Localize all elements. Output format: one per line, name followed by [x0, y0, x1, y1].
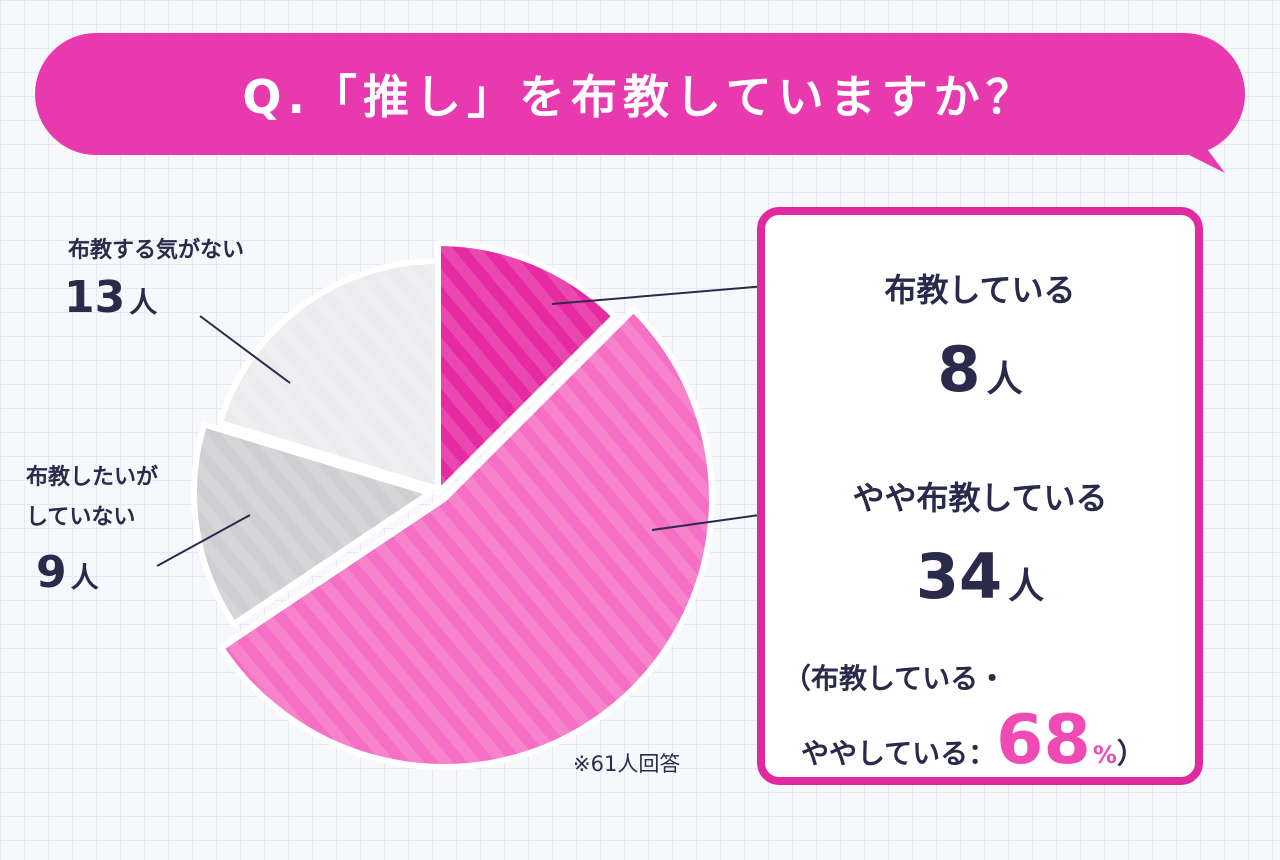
slice-want-stripes — [193, 424, 430, 625]
slice-doing-stripes — [438, 243, 615, 493]
label-want-line2: していない — [26, 505, 136, 530]
leader-line-never — [199, 315, 291, 384]
leader-line-want — [156, 514, 251, 567]
label-somewhat: やや布教している — [852, 479, 1108, 517]
question-banner: Q.「推し」を布教していますか？ — [35, 33, 1245, 173]
summary-line2: ややしている：68%） — [801, 701, 1145, 780]
label-want-line1: 布教したいが — [26, 465, 159, 490]
summary-line1: （布教している・ — [783, 662, 1007, 695]
label-never: 布教する気がない — [68, 238, 245, 263]
slice-never-stripes — [219, 261, 438, 489]
count-never: 13 人 — [64, 272, 158, 323]
summary-percent-unit: % — [1092, 741, 1117, 769]
summary-percent: 68 — [996, 701, 1091, 780]
label-doing: 布教している — [884, 271, 1076, 309]
respondent-note: ※61人回答 — [573, 752, 681, 776]
speech-bubble-shape — [35, 33, 1245, 173]
count-somewhat: 34 人 — [915, 540, 1045, 613]
question-title: Q.「推し」を布教していますか？ — [242, 70, 1038, 124]
slice-somewhat-stripes — [221, 309, 713, 768]
